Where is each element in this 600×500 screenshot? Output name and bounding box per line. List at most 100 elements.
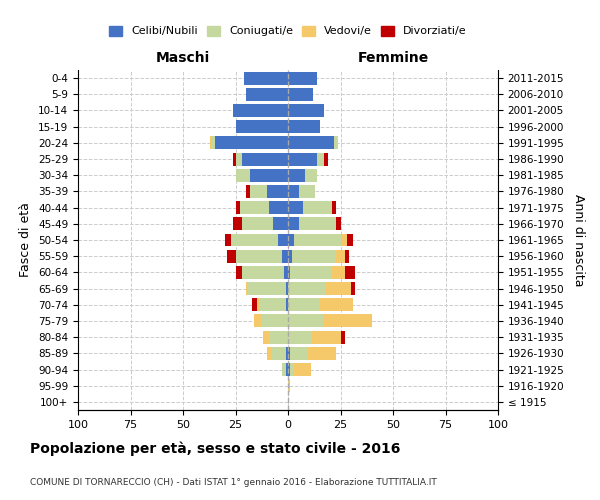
Bar	[274, 218, 288, 230]
Bar	[240, 201, 269, 214]
Bar	[288, 104, 324, 117]
Bar	[288, 298, 320, 311]
Text: Maschi: Maschi	[156, 51, 210, 65]
Bar	[269, 201, 288, 214]
Bar	[288, 136, 334, 149]
Bar	[288, 330, 311, 344]
Bar	[334, 136, 338, 149]
Bar	[246, 88, 288, 101]
Bar	[288, 347, 290, 360]
Bar	[242, 266, 284, 279]
Bar	[288, 282, 326, 295]
Bar	[345, 266, 355, 279]
Bar	[246, 185, 250, 198]
Bar	[288, 169, 305, 181]
Bar	[232, 234, 277, 246]
Bar	[235, 169, 250, 181]
Bar	[288, 120, 320, 133]
Bar	[288, 379, 290, 392]
Bar	[282, 250, 288, 262]
Bar	[337, 250, 344, 262]
Bar	[282, 363, 286, 376]
Bar	[286, 282, 288, 295]
Bar	[288, 218, 299, 230]
Bar	[215, 136, 288, 149]
Text: COMUNE DI TORNARECCIO (CH) - Dati ISTAT 1° gennaio 2016 - Elaborazione TUTTITALI: COMUNE DI TORNARECCIO (CH) - Dati ISTAT …	[30, 478, 437, 487]
Bar	[332, 266, 345, 279]
Bar	[307, 347, 336, 360]
Bar	[288, 250, 292, 262]
Y-axis label: Fasce di età: Fasce di età	[19, 202, 32, 278]
Bar	[286, 347, 288, 360]
Bar	[288, 234, 295, 246]
Bar	[271, 347, 286, 360]
Bar	[288, 314, 324, 328]
Bar	[324, 152, 328, 166]
Bar	[345, 250, 349, 262]
Bar	[311, 330, 341, 344]
Bar	[326, 282, 351, 295]
Bar	[210, 136, 212, 149]
Bar	[242, 152, 288, 166]
Bar	[303, 201, 332, 214]
Bar	[324, 314, 372, 328]
Bar	[212, 136, 215, 149]
Bar	[259, 298, 286, 311]
Bar	[254, 314, 260, 328]
Bar	[250, 169, 288, 181]
Text: Femmine: Femmine	[358, 51, 428, 65]
Bar	[235, 266, 242, 279]
Bar	[320, 298, 353, 311]
Bar	[250, 185, 267, 198]
Bar	[242, 218, 274, 230]
Bar	[277, 234, 288, 246]
Bar	[233, 218, 242, 230]
Bar	[347, 234, 353, 246]
Bar	[257, 298, 259, 311]
Bar	[233, 152, 235, 166]
Bar	[288, 201, 303, 214]
Bar	[235, 250, 282, 262]
Bar	[341, 330, 344, 344]
Bar	[269, 330, 288, 344]
Bar	[246, 282, 248, 295]
Bar	[351, 282, 355, 295]
Bar	[267, 185, 288, 198]
Bar	[284, 266, 288, 279]
Bar	[288, 88, 313, 101]
Bar	[286, 363, 288, 376]
Bar	[290, 347, 307, 360]
Bar	[267, 347, 271, 360]
Bar	[290, 266, 332, 279]
Bar	[288, 72, 317, 85]
Bar	[292, 250, 337, 262]
Bar	[260, 314, 288, 328]
Bar	[286, 298, 288, 311]
Bar	[332, 201, 337, 214]
Bar	[263, 330, 269, 344]
Bar	[227, 250, 235, 262]
Bar	[288, 152, 317, 166]
Bar	[288, 266, 290, 279]
Bar	[295, 234, 341, 246]
Bar	[299, 185, 316, 198]
Y-axis label: Anni di nascita: Anni di nascita	[572, 194, 586, 286]
Bar	[290, 363, 295, 376]
Legend: Celibi/Nubili, Coniugati/e, Vedovi/e, Divorziati/e: Celibi/Nubili, Coniugati/e, Vedovi/e, Di…	[105, 21, 471, 41]
Bar	[295, 363, 311, 376]
Bar	[244, 72, 288, 85]
Bar	[288, 363, 290, 376]
Bar	[299, 218, 337, 230]
Bar	[235, 120, 288, 133]
Bar	[253, 298, 257, 311]
Bar	[233, 104, 288, 117]
Bar	[305, 169, 317, 181]
Bar	[235, 201, 240, 214]
Bar	[317, 152, 324, 166]
Bar	[225, 234, 232, 246]
Bar	[337, 218, 341, 230]
Text: Popolazione per età, sesso e stato civile - 2016: Popolazione per età, sesso e stato civil…	[30, 441, 400, 456]
Bar	[248, 282, 286, 295]
Bar	[235, 152, 242, 166]
Bar	[288, 185, 299, 198]
